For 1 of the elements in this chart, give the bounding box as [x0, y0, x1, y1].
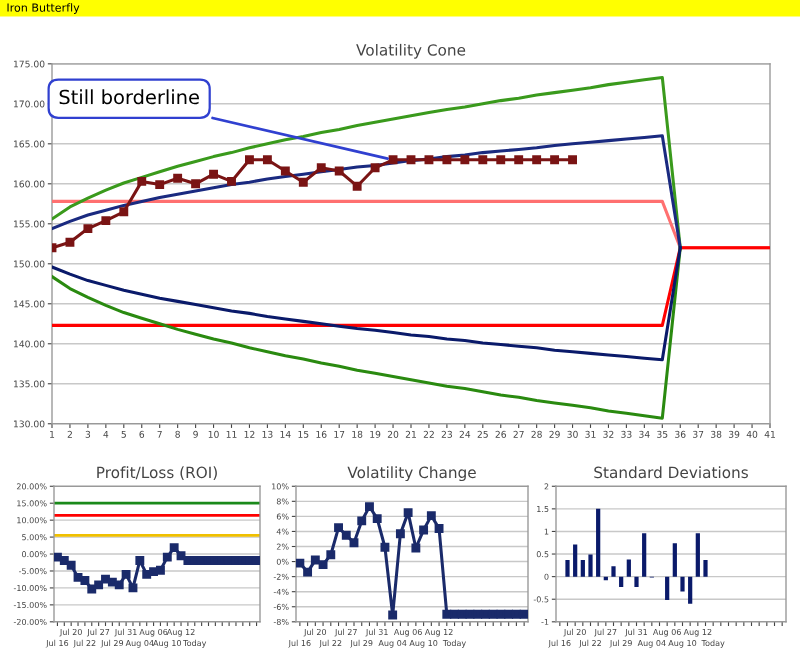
annotation: Still borderline: [59, 89, 199, 105]
